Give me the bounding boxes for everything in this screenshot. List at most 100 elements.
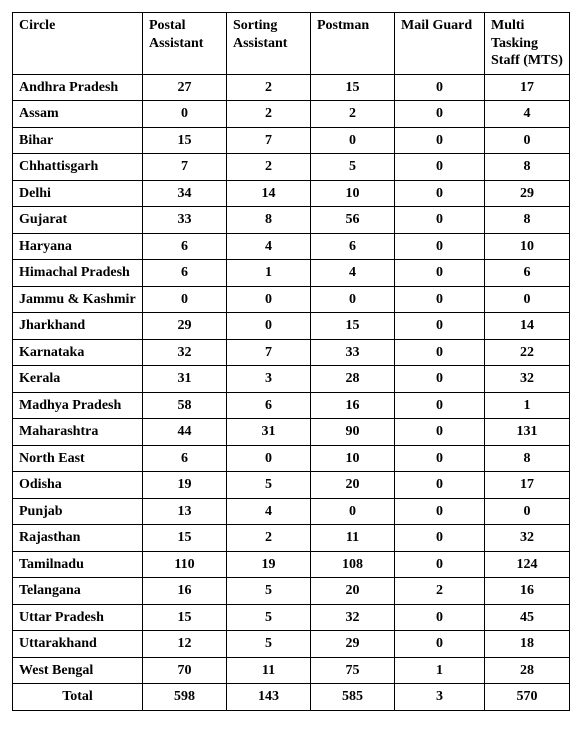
cell-value: 19 <box>143 472 227 499</box>
cell-value: 15 <box>311 313 395 340</box>
cell-value: 2 <box>227 101 311 128</box>
table-row: Andhra Pradesh27215017 <box>13 74 570 101</box>
cell-value: 0 <box>143 101 227 128</box>
total-value: 598 <box>143 684 227 711</box>
cell-value: 22 <box>485 339 570 366</box>
cell-value: 0 <box>395 551 485 578</box>
cell-value: 16 <box>311 392 395 419</box>
cell-value: 4 <box>227 498 311 525</box>
cell-value: 8 <box>485 207 570 234</box>
table-body: Andhra Pradesh27215017Assam02204Bihar157… <box>13 74 570 710</box>
cell-value: 32 <box>485 525 570 552</box>
cell-value: 15 <box>143 604 227 631</box>
cell-value: 0 <box>311 286 395 313</box>
cell-value: 4 <box>311 260 395 287</box>
cell-circle: Himachal Pradesh <box>13 260 143 287</box>
cell-value: 28 <box>485 657 570 684</box>
cell-circle: Rajasthan <box>13 525 143 552</box>
total-value: 3 <box>395 684 485 711</box>
cell-value: 1 <box>485 392 570 419</box>
table-row: Bihar157000 <box>13 127 570 154</box>
cell-circle: Assam <box>13 101 143 128</box>
table-row: Uttar Pradesh15532045 <box>13 604 570 631</box>
table-row: Maharashtra4431900131 <box>13 419 570 446</box>
cell-circle: Uttarakhand <box>13 631 143 658</box>
cell-value: 16 <box>143 578 227 605</box>
cell-value: 1 <box>227 260 311 287</box>
total-value: 143 <box>227 684 311 711</box>
col-circle: Circle <box>13 13 143 75</box>
cell-value: 0 <box>395 233 485 260</box>
cell-value: 17 <box>485 472 570 499</box>
cell-value: 10 <box>311 445 395 472</box>
cell-value: 0 <box>485 127 570 154</box>
cell-value: 32 <box>311 604 395 631</box>
cell-value: 4 <box>485 101 570 128</box>
table-row: Uttarakhand12529018 <box>13 631 570 658</box>
cell-value: 5 <box>227 472 311 499</box>
cell-value: 0 <box>395 154 485 181</box>
cell-value: 6 <box>143 233 227 260</box>
table-row: Himachal Pradesh61406 <box>13 260 570 287</box>
cell-value: 11 <box>311 525 395 552</box>
cell-value: 0 <box>143 286 227 313</box>
cell-circle: Tamilnadu <box>13 551 143 578</box>
cell-value: 0 <box>395 180 485 207</box>
cell-value: 0 <box>311 498 395 525</box>
cell-value: 45 <box>485 604 570 631</box>
cell-circle: Delhi <box>13 180 143 207</box>
cell-value: 0 <box>395 207 485 234</box>
cell-circle: Madhya Pradesh <box>13 392 143 419</box>
cell-value: 6 <box>227 392 311 419</box>
cell-value: 2 <box>227 74 311 101</box>
table-row: Kerala31328032 <box>13 366 570 393</box>
cell-value: 0 <box>395 392 485 419</box>
col-sorting-assistant: Sorting Assistant <box>227 13 311 75</box>
cell-value: 0 <box>395 419 485 446</box>
cell-value: 0 <box>485 286 570 313</box>
cell-value: 0 <box>395 525 485 552</box>
cell-value: 19 <box>227 551 311 578</box>
table-row: Gujarat3385608 <box>13 207 570 234</box>
table-row: Haryana646010 <box>13 233 570 260</box>
cell-value: 13 <box>143 498 227 525</box>
table-row: Jammu & Kashmir00000 <box>13 286 570 313</box>
cell-value: 90 <box>311 419 395 446</box>
cell-circle: Andhra Pradesh <box>13 74 143 101</box>
cell-circle: Gujarat <box>13 207 143 234</box>
cell-circle: Jharkhand <box>13 313 143 340</box>
cell-value: 28 <box>311 366 395 393</box>
cell-value: 7 <box>227 127 311 154</box>
cell-circle: Bihar <box>13 127 143 154</box>
total-label: Total <box>13 684 143 711</box>
col-mail-guard: Mail Guard <box>395 13 485 75</box>
cell-value: 108 <box>311 551 395 578</box>
cell-value: 56 <box>311 207 395 234</box>
cell-value: 10 <box>311 180 395 207</box>
cell-value: 32 <box>143 339 227 366</box>
cell-circle: Haryana <box>13 233 143 260</box>
cell-value: 15 <box>143 525 227 552</box>
cell-value: 0 <box>395 260 485 287</box>
table-row: North East601008 <box>13 445 570 472</box>
cell-circle: Karnataka <box>13 339 143 366</box>
cell-value: 0 <box>227 445 311 472</box>
table-row: Assam02204 <box>13 101 570 128</box>
cell-value: 75 <box>311 657 395 684</box>
cell-value: 6 <box>143 260 227 287</box>
cell-value: 6 <box>485 260 570 287</box>
cell-value: 6 <box>143 445 227 472</box>
cell-circle: Kerala <box>13 366 143 393</box>
cell-value: 124 <box>485 551 570 578</box>
cell-value: 0 <box>395 604 485 631</box>
cell-value: 2 <box>311 101 395 128</box>
table-row: Karnataka32733022 <box>13 339 570 366</box>
cell-value: 18 <box>485 631 570 658</box>
cell-value: 5 <box>227 578 311 605</box>
col-mts: Multi Tasking Staff (MTS) <box>485 13 570 75</box>
cell-value: 0 <box>485 498 570 525</box>
cell-value: 7 <box>227 339 311 366</box>
cell-value: 5 <box>227 604 311 631</box>
cell-value: 0 <box>227 286 311 313</box>
table-row: Rajasthan15211032 <box>13 525 570 552</box>
